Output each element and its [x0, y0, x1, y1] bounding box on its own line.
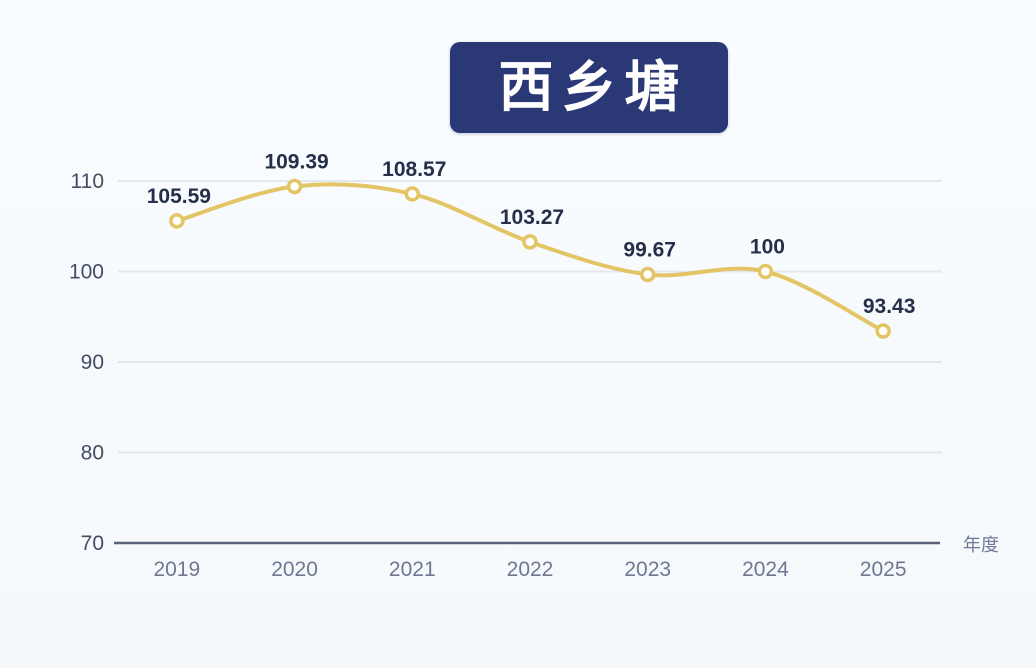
y-tick-label: 70 — [81, 532, 104, 555]
data-point-label: 105.59 — [147, 185, 211, 208]
data-point-marker[interactable] — [757, 263, 774, 280]
data-point-label: 103.27 — [500, 206, 564, 229]
x-tick-label: 2019 — [153, 558, 200, 581]
x-tick-label: 2023 — [624, 558, 671, 581]
y-tick-label: 80 — [81, 442, 104, 465]
y-tick-label: 110 — [71, 170, 104, 193]
x-tick-label: 2020 — [271, 558, 318, 581]
data-point-label: 99.67 — [623, 238, 676, 261]
data-point-label: 93.43 — [863, 295, 916, 318]
x-tick-label: 2024 — [742, 558, 789, 581]
data-point-label: 100 — [750, 236, 785, 259]
chart-title: 西乡塘 — [498, 56, 688, 118]
data-point-marker[interactable] — [169, 213, 185, 229]
data-point-label: 108.57 — [382, 158, 446, 181]
data-point-marker[interactable] — [639, 266, 656, 283]
data-point-marker[interactable] — [875, 323, 891, 339]
data-point-marker[interactable] — [522, 234, 538, 250]
data-point-marker[interactable] — [286, 178, 303, 195]
y-tick-label: 100 — [69, 261, 104, 284]
x-tick-label: 2022 — [507, 558, 554, 581]
data-point-marker[interactable] — [404, 186, 421, 202]
x-tick-label: 2021 — [389, 558, 436, 581]
data-point-label: 109.39 — [264, 151, 328, 174]
x-axis-name-label: 年度 — [963, 535, 999, 555]
y-tick-label: 90 — [81, 351, 104, 374]
chart-title-badge: 西乡塘 — [450, 42, 728, 133]
x-tick-label: 2025 — [860, 558, 907, 581]
